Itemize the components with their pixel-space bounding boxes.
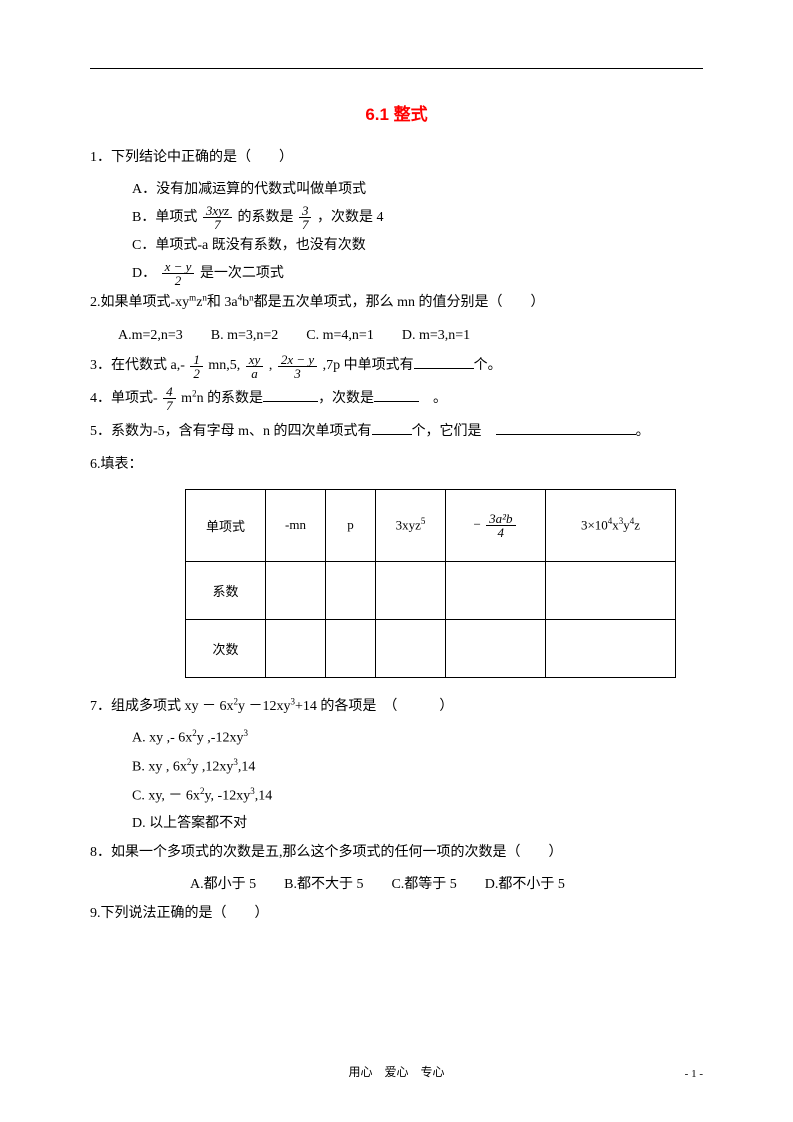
q1-opt-b: B．单项式 3xyz7 的系数是 37 ，次数是 4 xyxy=(90,204,703,232)
q1b-mid: 的系数是 xyxy=(237,210,293,225)
q1-stem: 1．下列结论中正确的是（ ） xyxy=(90,143,703,174)
q6-stem: 6.填表： xyxy=(90,450,703,481)
q5: 5．系数为-5，含有字母 m、n 的四次单项式有个，它们是 。 xyxy=(90,417,703,448)
q3-frac1: 12 xyxy=(190,353,203,380)
table-header-row: 单项式 -mn p 3xyz5 − 3a²b4 3×104x3y4z xyxy=(186,489,676,561)
q4-blank2 xyxy=(374,388,419,402)
q6-table: 单项式 -mn p 3xyz5 − 3a²b4 3×104x3y4z 系数 次数 xyxy=(185,489,676,678)
q1d-post: 是一次二项式 xyxy=(200,266,284,281)
q7-opt-d: D. 以上答案都不对 xyxy=(90,810,703,838)
q2-stem: 2.如果单项式-xymzn和 3a4bn都是五次单项式，那么 mn 的值分别是（… xyxy=(90,288,703,319)
page-number: - 1 - xyxy=(685,1068,703,1080)
q8-stem: 8．如果一个多项式的次数是五,那么这个多项式的任何一项的次数是（ ） xyxy=(90,838,703,869)
q5-blank1 xyxy=(372,421,412,435)
q2-opts: A.m=2,n=3 B. m=3,n=2 C. m=4,n=1 D. m=3,n… xyxy=(90,321,703,352)
q1-opt-a: A．没有加减运算的代数式叫做单项式 xyxy=(90,176,703,204)
q1b-post: ，次数是 4 xyxy=(317,210,384,225)
q7-opt-c: C. xy, － 6x2y, -12xy3,14 xyxy=(90,782,703,811)
q1-opt-c: C．单项式-a 既没有系数，也没有次数 xyxy=(90,232,703,260)
q7-opt-b: B. xy , 6x2y ,12xy3,14 xyxy=(90,753,703,782)
q3-frac2: xya xyxy=(246,353,264,380)
q7-stem: 7．组成多项式 xy － 6x2y －12xy3+14 的各项是 （ ） xyxy=(90,692,703,723)
top-rule xyxy=(90,68,703,69)
q3-blank xyxy=(414,355,474,369)
q1d-frac: x − y2 xyxy=(162,260,195,287)
q5-blank2 xyxy=(496,421,636,435)
footer-text: 用心 爱心 专心 xyxy=(0,1063,793,1080)
q4-frac: 47 xyxy=(163,385,176,412)
q7-opt-a: A. xy ,- 6x2y ,-12xy3 xyxy=(90,724,703,753)
row2-label: 次数 xyxy=(186,619,266,677)
q1d-pre: D． xyxy=(132,266,156,281)
table-row-coef: 系数 xyxy=(186,561,676,619)
q4: 4．单项式- 47 m2n 的系数是，次数是 。 xyxy=(90,384,703,415)
th-c5: 3×104x3y4z xyxy=(546,489,676,561)
q1b-frac1: 3xyz7 xyxy=(203,204,232,231)
q3-frac3: 2x − y3 xyxy=(278,353,317,380)
row1-label: 系数 xyxy=(186,561,266,619)
th-label: 单项式 xyxy=(186,489,266,561)
q1b-pre: B．单项式 xyxy=(132,210,197,225)
q1-opt-d: D． x − y2 是一次二项式 xyxy=(90,260,703,288)
q1b-frac2: 37 xyxy=(299,204,312,231)
th-c4: − 3a²b4 xyxy=(446,489,546,561)
q8-opts: A.都小于 5 B.都不大于 5 C.都等于 5 D.都不小于 5 xyxy=(90,871,703,899)
page-title: 6.1 整式 xyxy=(90,100,703,125)
q4-blank1 xyxy=(263,388,318,402)
q9-stem: 9.下列说法正确的是（ ） xyxy=(90,899,703,930)
th-c2: p xyxy=(326,489,376,561)
th-c1: -mn xyxy=(266,489,326,561)
th-c3: 3xyz5 xyxy=(376,489,446,561)
q3: 3．在代数式 a,- 12 mn,5, xya , 2x − y3 ,7p 中单… xyxy=(90,351,703,382)
table-row-deg: 次数 xyxy=(186,619,676,677)
